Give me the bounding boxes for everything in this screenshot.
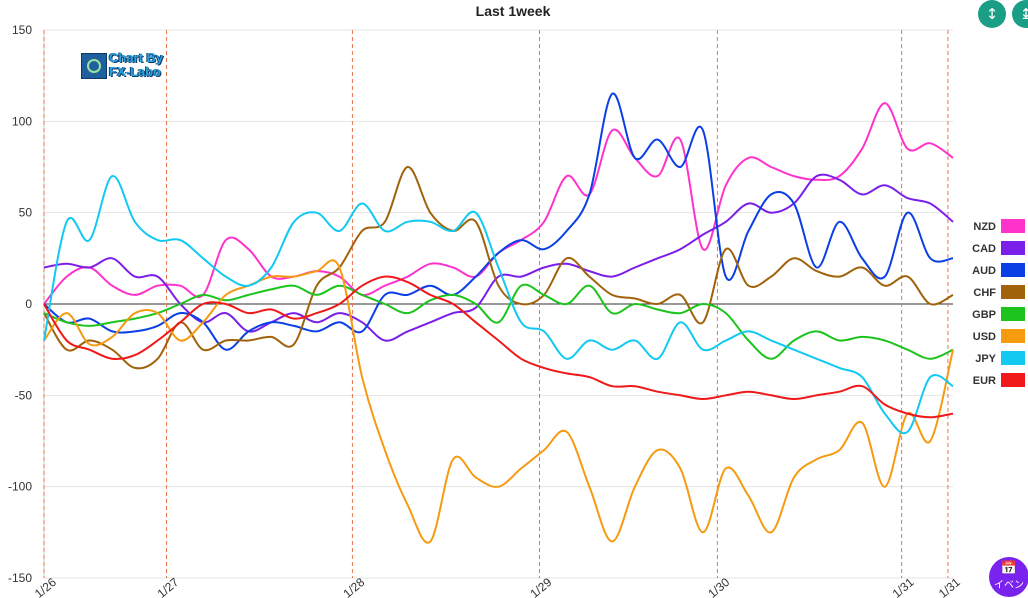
expand-icon: ↨ <box>1019 5 1028 23</box>
legend-label-chf: CHF <box>973 287 996 299</box>
legend-label-usd: USD <box>973 331 996 343</box>
series-line-jpy <box>43 175 954 435</box>
y-tick-label: 100 <box>12 114 32 128</box>
event-button[interactable]: 📅 イベン <box>989 557 1028 597</box>
y-tick-label: -100 <box>8 480 32 494</box>
expand-button[interactable]: ↨ <box>1012 0 1028 28</box>
legend-label-aud: AUD <box>972 265 996 277</box>
series-line-chf <box>43 166 954 370</box>
legend-swatch-nzd <box>1001 219 1025 233</box>
series-line-gbp <box>43 283 954 360</box>
legend-swatch-gbp <box>1001 307 1025 321</box>
legend-swatch-jpy <box>1001 351 1025 365</box>
event-button-label: イベン <box>994 580 1024 591</box>
legend-label-gbp: GBP <box>972 309 996 321</box>
magnifier-icon <box>81 53 107 79</box>
legend-swatch-cad <box>1001 241 1025 255</box>
series-line-aud <box>43 92 954 351</box>
legend-label-nzd: NZD <box>973 221 996 233</box>
y-tick-label: 50 <box>19 206 33 220</box>
compress-button[interactable]: ↕ <box>978 0 1006 28</box>
logo-line1: Chart By <box>109 50 164 65</box>
legend-swatch-aud <box>1001 263 1025 277</box>
series-line-nzd <box>43 102 954 305</box>
y-axis-labels: 150 100 50 0 -50 -100 -150 <box>8 23 32 585</box>
y-tick-label: 150 <box>12 23 32 37</box>
legend-label-cad: CAD <box>972 243 996 255</box>
legend-swatch-chf <box>1001 285 1025 299</box>
compress-icon: ↕ <box>985 5 999 23</box>
legend-swatch-eur <box>1001 373 1025 387</box>
legend-swatch-usd <box>1001 329 1025 343</box>
series-line-cad <box>43 173 954 342</box>
series-line-usd <box>43 259 954 544</box>
y-tick-label: -50 <box>15 388 33 402</box>
chart-title: Last 1week <box>476 3 551 19</box>
calendar-icon: 📅 <box>1000 561 1018 576</box>
logo-line2: FX-Labo <box>109 64 161 79</box>
series-lines <box>43 92 954 544</box>
legend[interactable]: NZD CAD AUD CHF GBP USD JPY EUR <box>972 219 1025 387</box>
legend-label-jpy: JPY <box>975 353 996 365</box>
y-tick-label: 0 <box>25 297 32 311</box>
logo-text: Chart By FX-Labo <box>109 51 163 79</box>
legend-label-eur: EUR <box>973 375 996 387</box>
series-line-eur <box>43 275 954 419</box>
y-tick-label: -150 <box>8 571 32 585</box>
